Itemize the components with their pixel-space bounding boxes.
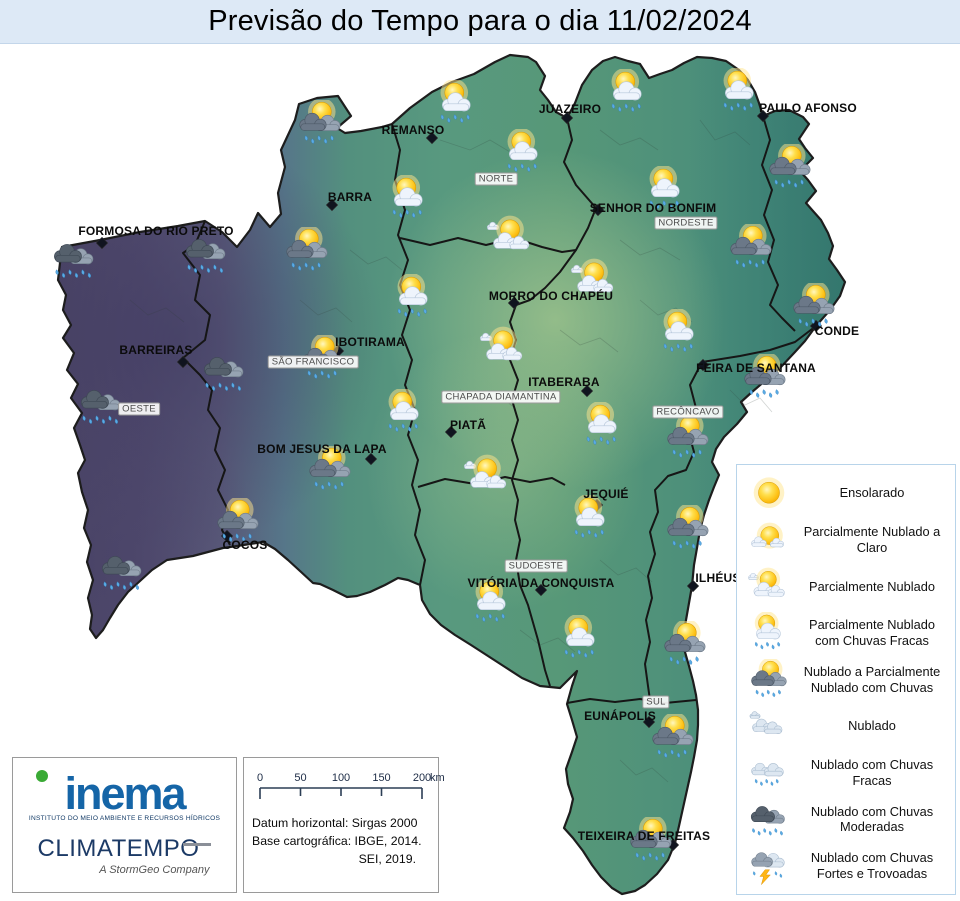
climatempo-wordmark: CLIMATEMPO: [37, 835, 200, 863]
legend-row: Ensolarado: [741, 470, 951, 517]
city-dot: [534, 583, 548, 597]
inema-logo: inema INSTITUTO DO MEIO AMBIENTE E RECUR…: [28, 767, 221, 823]
legend-row: Nublado: [741, 703, 951, 750]
datum-line-1: Datum horizontal: Sirgas 2000: [252, 816, 418, 830]
datum-note: Datum horizontal: Sirgas 2000 Base carto…: [252, 815, 430, 868]
legend-row: Parcialmente Nublado com Chuvas Fracas: [741, 610, 951, 657]
city-dot: [560, 111, 574, 125]
climatempo-logo: CLIMATEMPO A StormGeo Company: [38, 835, 212, 876]
legend-label: Parcialmente Nublado: [809, 578, 935, 594]
scale-tick-label: 0: [256, 772, 264, 784]
legend-icon: [741, 659, 797, 700]
scale-box: 0 50 100 150 200 km Datum horizontal: Sirgas …: [243, 757, 445, 893]
inema-green-dot-icon: [35, 769, 48, 782]
city-dot: [591, 203, 605, 217]
scale-unit: km: [430, 772, 445, 784]
sun-dark-clouds-rain-icon: [751, 659, 787, 698]
legend-row: Parcialmente Nublado: [741, 563, 951, 610]
legend-icon: [741, 799, 797, 840]
legend-label: Nublado com Chuvas Moderadas: [810, 803, 934, 835]
legend-label: Parcialmente Nublado com Chuvas Fracas: [809, 617, 935, 648]
city-dot: [686, 579, 700, 593]
storm-clouds-lightning-icon: [751, 852, 785, 886]
legend-row: Parcialmente Nublado a Claro: [741, 517, 951, 564]
legend-label: Nublado com Chuvas Fracas: [810, 757, 934, 788]
climatempo-swoosh-icon: [183, 843, 212, 847]
scale-tick-label: 100: [331, 772, 351, 784]
legend-icon: [741, 566, 797, 607]
city-dot: [364, 452, 378, 466]
city-dot: [696, 358, 710, 372]
sun-icon: [753, 477, 785, 508]
legend-label: Nublado a Parcialmente Nublado com Chuva…: [803, 663, 941, 695]
dark-clouds-rain-icon: [750, 805, 785, 836]
legend-icon: [741, 612, 797, 653]
scale-tick-labels: 0 50 100 150 200 km: [252, 772, 445, 786]
scale-tick-label: 150: [372, 772, 391, 784]
legend-label: Ensolarado: [839, 485, 905, 501]
city-dot: [176, 355, 190, 369]
legend-label: Nublado com Chuvas Fortes e Trovoadas: [810, 850, 934, 881]
legend-row: Nublado a Parcialmente Nublado com Chuva…: [741, 656, 951, 703]
city-dot: [580, 384, 594, 398]
legend-row: Nublado com Chuvas Fracas: [741, 749, 951, 796]
legend-icon: [741, 519, 797, 560]
legend-icon: [741, 473, 797, 514]
page-title: Previsão do Tempo para o dia 11/02/2024: [208, 5, 752, 37]
credits-box: inema INSTITUTO DO MEIO AMBIENTE E RECUR…: [12, 757, 237, 893]
legend-icon: [741, 845, 797, 886]
datum-line-2: Base cartográfica: IBGE, 2014.: [252, 833, 422, 848]
scale-tick-label: 50: [294, 772, 307, 784]
city-dot: [756, 109, 770, 123]
legend-label: Parcialmente Nublado a Claro: [803, 524, 941, 555]
scale-bar: [259, 787, 423, 799]
city-dot: [425, 131, 439, 145]
clouds-icon: [749, 710, 783, 734]
inema-wordmark: inema: [64, 767, 186, 819]
sun-cloud-light-rain-icon: [754, 612, 781, 651]
city-dot: [95, 236, 109, 250]
city-dot: [325, 198, 339, 212]
legend-row: Nublado com Chuvas Moderadas: [741, 796, 951, 843]
scale-tick-label: 200: [412, 772, 432, 784]
legend-panel: Ensolarado Parcialmente Nublado a Claro Pa…: [736, 464, 956, 895]
climatempo-subtitle: A StormGeo Company: [99, 864, 210, 877]
datum-line-3: SEI, 2019.: [358, 851, 416, 866]
city-dot: [444, 425, 458, 439]
legend-icon: [741, 752, 797, 793]
city-dot: [642, 715, 656, 729]
legend-icon: [741, 706, 797, 747]
legend-row: Nublado com Chuvas Fortes e Trovoadas: [741, 843, 951, 890]
title-bar: Previsão do Tempo para o dia 11/02/2024: [0, 0, 960, 44]
sun-clouds-icon: [748, 567, 785, 597]
city-dot: [507, 296, 521, 310]
legend-label: Nublado: [848, 718, 896, 734]
sun-small-cloud-icon: [751, 522, 784, 549]
cloud-light-rain-icon: [751, 763, 784, 787]
inema-subtitle: INSTITUTO DO MEIO AMBIENTE E RECURSOS HÍ…: [28, 815, 221, 823]
